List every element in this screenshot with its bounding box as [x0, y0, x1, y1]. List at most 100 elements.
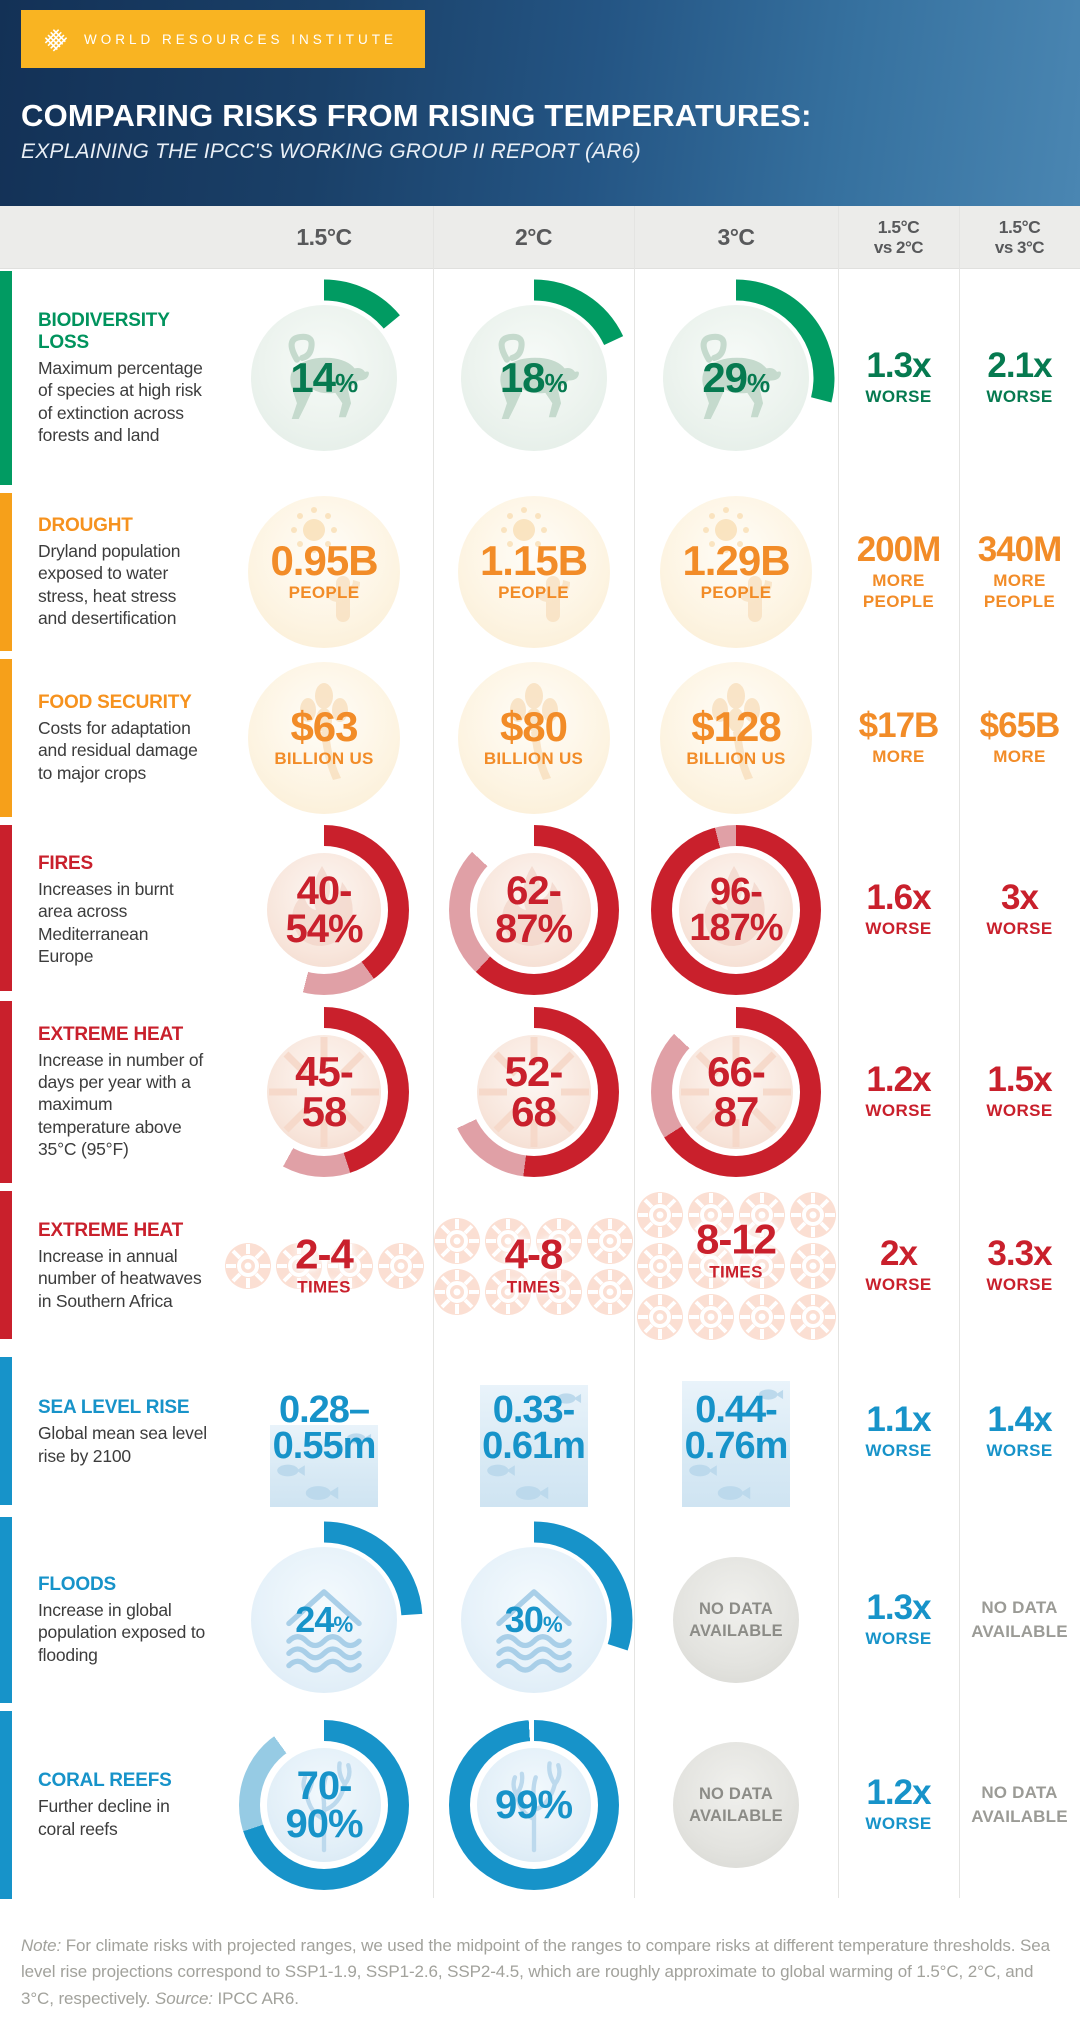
comparison-1-5-vs-2: $17B MORE — [858, 706, 940, 767]
value: 30% — [504, 1598, 563, 1640]
monkey-icon — [251, 305, 397, 451]
value: 40- 54% — [285, 869, 363, 951]
small-sun-icon — [377, 1243, 424, 1289]
coral-donut-1-5c: 70- 90% — [239, 1720, 409, 1890]
value: 70- 90% — [285, 1764, 363, 1846]
flooded-house-icon — [251, 1547, 397, 1693]
heatwave-suns-2c: 4-8 TIMES — [430, 1217, 638, 1316]
water-column — [270, 1425, 378, 1507]
small-sun-icon — [326, 1243, 373, 1289]
sun-cactus-icon — [458, 496, 610, 648]
heatwave-suns-1-5c: 2-4 TIMES — [220, 1233, 428, 1296]
row-label: BIODIVERSITY LOSS Maximum percentage of … — [0, 310, 215, 446]
food-circle-2c: $80 BILLION US — [457, 662, 610, 814]
value: 62- 87% — [494, 869, 573, 951]
column-header-1-5-vs-2: 1.5°C vs 2°C — [873, 216, 924, 257]
row-description: Costs for adaptation and residual damage… — [38, 718, 198, 783]
value: 29% — [702, 354, 770, 402]
row-title: EXTREME HEAT — [38, 1023, 184, 1045]
small-sun-icon — [587, 1268, 633, 1315]
source-label: Source: — [155, 1988, 213, 2008]
flame-icon — [679, 853, 793, 967]
row-extreme-heat-heatwaves: EXTREME HEAT Increase in annual number o… — [0, 1191, 1080, 1341]
comparison-1-5-vs-3: 3x WORSE — [986, 878, 1053, 939]
comparison-1-5-vs-2: 1.2x WORSE — [865, 1060, 932, 1121]
small-sun-icon — [738, 1294, 785, 1340]
row-fires: FIRES Increases in burnt area across Med… — [0, 825, 1080, 995]
coral-donut-2c: 99% — [448, 1720, 619, 1890]
water-column — [682, 1381, 790, 1507]
row-title: SEA LEVEL RISE — [38, 1397, 190, 1419]
small-sun-icon — [789, 1294, 836, 1340]
small-sun-icon — [738, 1243, 785, 1289]
value-unit: BILLION US — [274, 749, 374, 769]
small-sun-icon — [687, 1294, 734, 1340]
sea-level-column-3c: 0.44- 0.76m — [636, 1357, 836, 1507]
sun-rays-icon — [267, 1035, 381, 1149]
note-body: For climate risks with projected ranges,… — [21, 1936, 1050, 2008]
value: 1.29B — [682, 536, 790, 584]
row-description: Increases in burnt area across Mediterra… — [38, 879, 174, 966]
no-data-circle: NO DATA AVAILABLE — [673, 1557, 799, 1683]
value-unit: PEOPLE — [288, 583, 360, 603]
wri-logo-text: WORLD RESOURCES INSTITUTE — [84, 31, 398, 47]
fish-icon — [346, 1433, 372, 1444]
heatwave-suns-3c: 8-12 TIMES — [632, 1191, 840, 1341]
comparison-no-data: NO DATA AVAILABLE — [971, 1598, 1068, 1641]
source-body: IPCC AR6. — [212, 1988, 299, 2008]
floods-chart-2c: 30% — [431, 1517, 637, 1723]
small-sun-icon — [587, 1217, 633, 1264]
flame-icon — [477, 853, 591, 967]
comparison-1-5-vs-3: 3.3x WORSE — [986, 1234, 1053, 1295]
row-accent-bar — [0, 1357, 12, 1505]
drought-circle-2c: 1.15B PEOPLE — [457, 496, 610, 648]
biodiversity-chart-1-5c: 14% — [221, 275, 427, 481]
food-circle-1-5c: $63 BILLION US — [248, 662, 400, 814]
heat-donut-3c: 66- 87 — [651, 1007, 821, 1177]
coral-icon — [477, 1748, 591, 1862]
sun-rays-icon — [679, 1035, 793, 1149]
fish-icon — [717, 1486, 751, 1500]
row-accent-bar — [0, 659, 12, 817]
small-sun-icon — [536, 1268, 582, 1315]
row-accent-bar — [0, 1191, 12, 1339]
biodiversity-chart-3c: 29% — [633, 275, 839, 481]
value-unit: PEOPLE — [498, 583, 569, 603]
monkey-icon — [663, 305, 809, 451]
comparison-1-5-vs-3: 340M MORE PEOPLE — [977, 530, 1063, 611]
row-accent-bar — [0, 825, 12, 991]
comparison-1-5-vs-3: 2.1x WORSE — [986, 346, 1053, 407]
flooded-house-icon — [461, 1547, 607, 1693]
row-description: Increase in annual number of heatwaves i… — [38, 1246, 202, 1311]
row-description: Global mean sea level rise by 2100 — [38, 1423, 207, 1466]
row-accent-bar — [0, 1711, 12, 1899]
value: 0.28– 0.55m — [272, 1388, 377, 1467]
header: WORLD RESOURCES INSTITUTE COMPARING RISK… — [0, 0, 1080, 206]
row-description: Dryland population exposed to water stre… — [38, 541, 181, 628]
fish-icon — [689, 1464, 717, 1477]
heat-donut-2c: 52- 68 — [448, 1007, 619, 1177]
small-sun-icon — [789, 1192, 836, 1238]
row-floods: FLOODS Increase in global population exp… — [0, 1517, 1080, 1719]
row-title: BIODIVERSITY LOSS — [38, 310, 170, 354]
row-coral-reefs: CORAL REEFS Further decline in coral ree… — [0, 1711, 1080, 1899]
small-sun-icon — [789, 1243, 836, 1289]
comparison-1-5-vs-2: 1.1x WORSE — [865, 1400, 932, 1461]
value: 66- 87 — [707, 1048, 766, 1135]
value: 18% — [499, 354, 568, 402]
row-sea-level-rise: SEA LEVEL RISE Global mean sea level ris… — [0, 1357, 1080, 1507]
no-data-circle: NO DATA AVAILABLE — [673, 1742, 799, 1868]
page-title: COMPARING RISKS FROM RISING TEMPERATURES… — [21, 98, 812, 133]
row-drought: DROUGHT Dryland population exposed to wa… — [0, 493, 1080, 651]
sun-cactus-icon — [248, 496, 400, 648]
wri-lattice-icon — [44, 29, 68, 52]
value: 14% — [290, 354, 358, 402]
row-accent-bar — [0, 493, 12, 651]
value: $63 — [290, 702, 358, 750]
drought-circle-1-5c: 0.95B PEOPLE — [248, 496, 400, 648]
value: $128 — [691, 702, 781, 750]
row-extreme-heat-days: EXTREME HEAT Increase in number of days … — [0, 1001, 1080, 1183]
biodiversity-chart-2c: 18% — [431, 275, 637, 481]
value-unit: BILLION US — [483, 749, 584, 769]
